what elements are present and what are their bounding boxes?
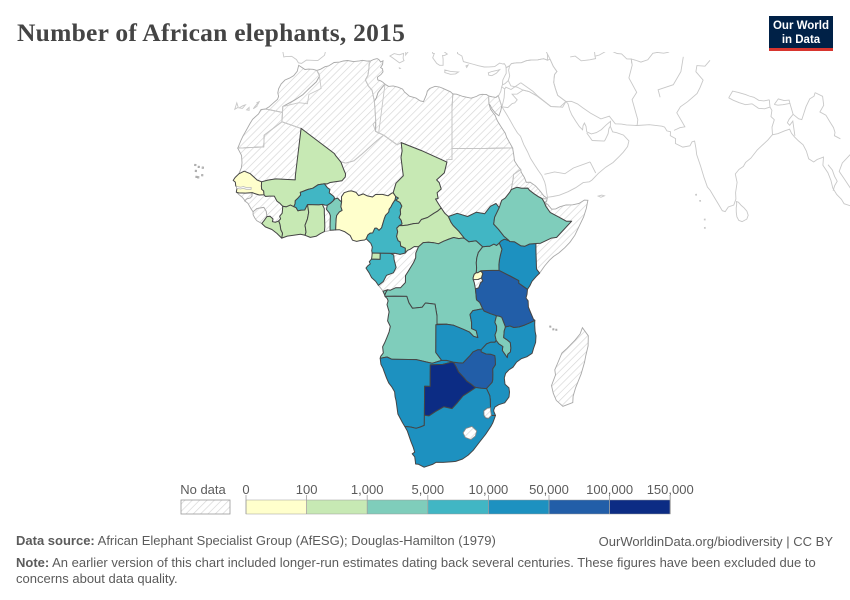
svg-text:1,000: 1,000: [351, 482, 384, 497]
svg-text:100: 100: [296, 482, 318, 497]
svg-text:150,000: 150,000: [647, 482, 694, 497]
svg-text:50,000: 50,000: [529, 482, 569, 497]
svg-text:10,000: 10,000: [469, 482, 509, 497]
svg-text:100,000: 100,000: [586, 482, 633, 497]
svg-text:5,000: 5,000: [412, 482, 445, 497]
svg-text:0: 0: [242, 482, 249, 497]
svg-text:No data: No data: [180, 482, 226, 497]
